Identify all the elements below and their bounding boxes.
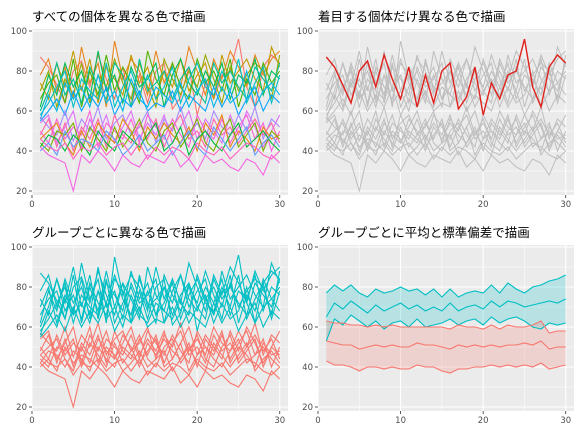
y-tick-label: 20 bbox=[16, 187, 27, 197]
panel-highlight: 0 10 20 30 20 40 60 80 100 着目する個体だけ異なる色で描画 bbox=[297, 9, 574, 210]
series-line bbox=[39, 301, 281, 338]
y-tick-label: 40 bbox=[16, 147, 27, 157]
y-tick-label: 60 bbox=[302, 107, 313, 117]
y-tick-label: 80 bbox=[302, 67, 313, 77]
x-tick-label: 20 bbox=[192, 200, 203, 210]
panel-title: すべての個体を異なる色で描画 bbox=[32, 9, 206, 24]
series-line bbox=[39, 58, 281, 116]
x-tick-label: 20 bbox=[478, 416, 489, 426]
series-line bbox=[39, 40, 281, 108]
series-line bbox=[325, 85, 567, 122]
series-line bbox=[325, 113, 566, 157]
series-line bbox=[39, 121, 281, 157]
series-line bbox=[39, 113, 280, 157]
y-tick-label: 100 bbox=[297, 243, 313, 253]
y-tick-label: 20 bbox=[16, 403, 27, 413]
y-tick-label: 20 bbox=[302, 403, 313, 413]
y-tick-label: 80 bbox=[16, 283, 27, 293]
panel-background bbox=[318, 29, 574, 195]
series-line bbox=[39, 354, 281, 377]
x-tick-label: 20 bbox=[478, 200, 489, 210]
panel-group-colored: 0 10 20 30 20 40 60 80 100 グループごとに異なる色で描画 bbox=[11, 225, 288, 426]
series-line bbox=[39, 341, 281, 373]
series-line bbox=[39, 266, 281, 324]
x-tick-label: 0 bbox=[29, 416, 34, 426]
sd-band bbox=[326, 321, 566, 373]
y-tick-label: 80 bbox=[16, 67, 27, 77]
series-line bbox=[39, 117, 281, 153]
series-line bbox=[39, 125, 281, 157]
lower-line bbox=[326, 360, 566, 374]
upper-line bbox=[325, 274, 566, 298]
panel-background bbox=[32, 29, 288, 195]
x-tick-label: 10 bbox=[109, 200, 120, 210]
sd-band bbox=[326, 275, 566, 341]
series-line bbox=[39, 68, 281, 120]
y-tick-label: 100 bbox=[11, 27, 27, 37]
series-line bbox=[39, 329, 281, 369]
x-tick-label: 10 bbox=[109, 416, 120, 426]
y-tick-label: 40 bbox=[302, 147, 313, 157]
series-line bbox=[39, 274, 281, 328]
series-line bbox=[325, 69, 567, 120]
panel-background bbox=[32, 245, 288, 411]
y-tick-label: 60 bbox=[16, 107, 27, 117]
series-line bbox=[39, 337, 281, 373]
x-tick-label: 20 bbox=[192, 416, 203, 426]
highlighted-series-line bbox=[325, 38, 567, 116]
x-tick-label: 30 bbox=[274, 200, 285, 210]
x-tick-label: 0 bbox=[315, 416, 320, 426]
series-line bbox=[325, 117, 567, 153]
series-line bbox=[39, 274, 281, 332]
series-line bbox=[325, 50, 567, 108]
series-line bbox=[39, 85, 281, 122]
y-tick-label: 60 bbox=[302, 323, 313, 333]
panel-all-colored: 0 10 20 30 20 40 60 80 100 すべての個体を異なる色で描画 bbox=[11, 9, 288, 210]
series-line bbox=[325, 138, 567, 160]
panel-title: グループごとに異なる色で描画 bbox=[32, 225, 206, 240]
y-tick-label: 80 bbox=[302, 283, 313, 293]
series-line bbox=[325, 146, 567, 193]
series-line bbox=[325, 125, 567, 157]
series-line bbox=[39, 50, 281, 108]
panel-title: 着目する個体だけ異なる色で描画 bbox=[318, 9, 506, 24]
panel-mean-sd: 0 10 20 30 20 40 60 80 100 グループごとに平均と標準偏差で描画 bbox=[297, 225, 574, 426]
series-line bbox=[325, 58, 567, 116]
series-line bbox=[39, 329, 280, 373]
x-tick-label: 30 bbox=[560, 200, 571, 210]
mean-line bbox=[325, 298, 566, 318]
y-tick-label: 40 bbox=[16, 363, 27, 373]
y-tick-label: 100 bbox=[11, 243, 27, 253]
x-tick-label: 30 bbox=[560, 416, 571, 426]
x-tick-label: 10 bbox=[395, 200, 406, 210]
y-tick-label: 20 bbox=[302, 187, 313, 197]
series-line bbox=[39, 58, 281, 112]
series-line bbox=[39, 256, 281, 324]
lower-line bbox=[325, 314, 566, 342]
series-line bbox=[39, 333, 281, 369]
series-line bbox=[39, 146, 281, 194]
upper-line bbox=[326, 320, 566, 334]
mean-line bbox=[326, 340, 566, 350]
x-tick-label: 0 bbox=[29, 200, 34, 210]
series-line bbox=[39, 113, 281, 153]
series-line bbox=[39, 138, 281, 161]
series-line bbox=[325, 121, 567, 157]
y-tick-label: 100 bbox=[297, 27, 313, 37]
x-tick-label: 30 bbox=[274, 416, 285, 426]
y-tick-label: 40 bbox=[302, 363, 313, 373]
x-tick-label: 10 bbox=[395, 416, 406, 426]
series-line bbox=[39, 362, 281, 410]
series-line bbox=[325, 58, 567, 112]
panel-title: グループごとに平均と標準偏差で描画 bbox=[318, 225, 530, 240]
y-tick-label: 60 bbox=[16, 323, 27, 333]
x-tick-label: 0 bbox=[315, 200, 320, 210]
series-line bbox=[325, 113, 567, 153]
series-line bbox=[39, 284, 281, 336]
